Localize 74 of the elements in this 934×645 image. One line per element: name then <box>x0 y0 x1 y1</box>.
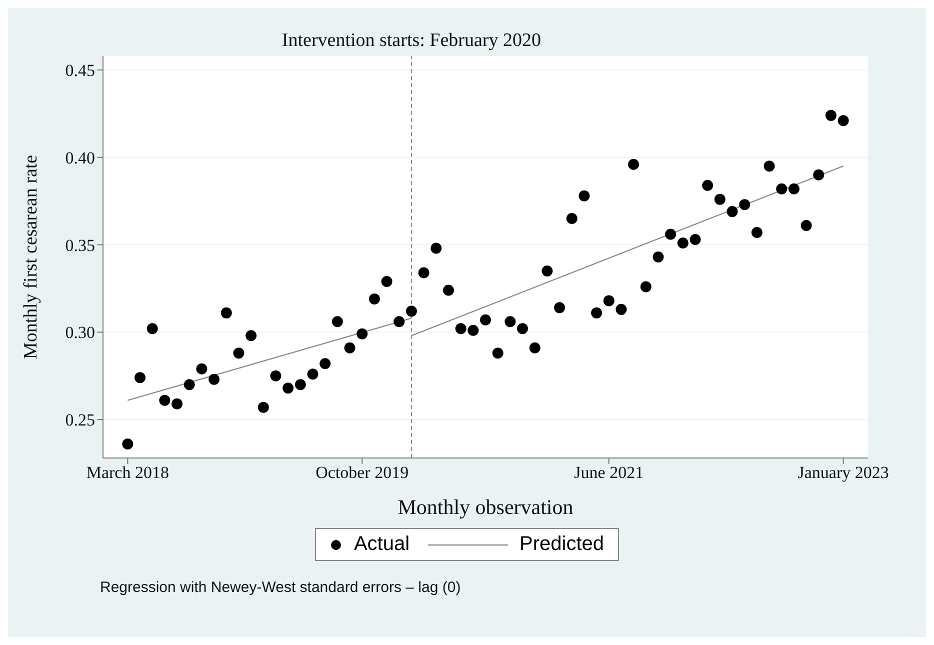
point <box>468 324 479 336</box>
point <box>258 402 269 413</box>
point <box>442 284 454 296</box>
point <box>320 358 331 370</box>
point <box>307 368 318 380</box>
point <box>517 323 528 334</box>
point <box>455 323 466 334</box>
point <box>628 158 640 170</box>
point <box>578 190 590 202</box>
point <box>591 307 602 318</box>
point <box>739 199 750 210</box>
point <box>406 306 417 317</box>
point <box>394 316 405 328</box>
point <box>294 379 306 390</box>
point <box>702 180 714 191</box>
point <box>751 227 762 238</box>
point <box>554 302 566 314</box>
y-axis-title: Monthly first cesarean rate <box>20 154 42 360</box>
x-tick-label: January 2023 <box>798 463 889 482</box>
y-tick-label: 0.40 <box>65 148 95 168</box>
point <box>616 304 627 315</box>
x-tick-label: June 2021 <box>574 463 644 482</box>
point <box>356 328 368 340</box>
y-tick-label: 0.35 <box>65 236 95 255</box>
point <box>640 281 652 292</box>
point <box>690 234 701 246</box>
point <box>665 228 676 240</box>
point <box>800 220 812 232</box>
point <box>332 316 343 328</box>
point <box>677 238 688 249</box>
point <box>146 323 158 334</box>
point <box>492 348 504 359</box>
point <box>246 330 257 342</box>
point <box>122 438 134 450</box>
point <box>233 348 244 359</box>
point <box>480 314 491 326</box>
text: Regression with Newey-West standard errors – lag (0) <box>100 579 462 596</box>
ref-line-label: Intervention starts: February 2020 <box>282 30 542 51</box>
x-tick-label: October 2019 <box>316 463 409 482</box>
x-axis-title: Monthly observation <box>398 495 574 519</box>
point <box>184 379 195 390</box>
point <box>542 265 553 276</box>
point <box>418 267 430 278</box>
point <box>208 374 220 385</box>
y-tick-label: 0.45 <box>65 61 95 80</box>
point <box>652 252 664 262</box>
y-tick-label: 0.30 <box>65 323 95 342</box>
point <box>776 183 788 194</box>
point <box>196 363 208 374</box>
legend-label: Actual <box>354 533 410 556</box>
point <box>788 183 800 194</box>
point <box>764 160 775 172</box>
point <box>134 372 146 384</box>
point <box>430 242 442 254</box>
point <box>504 316 516 328</box>
point <box>368 293 380 304</box>
point <box>159 394 170 406</box>
point <box>172 398 183 410</box>
point <box>282 382 294 394</box>
point <box>813 169 824 180</box>
point <box>566 213 578 224</box>
point <box>714 194 726 205</box>
point <box>726 206 738 218</box>
point <box>381 276 392 287</box>
point <box>529 342 540 354</box>
point <box>838 115 849 126</box>
point <box>344 342 356 354</box>
point <box>270 370 282 382</box>
y-tick-label: 0.25 <box>65 410 95 430</box>
point <box>825 110 836 121</box>
point <box>603 295 614 306</box>
x-tick-label: March 2018 <box>86 463 169 482</box>
point <box>220 307 232 318</box>
legend-label: Predicted <box>520 533 604 556</box>
